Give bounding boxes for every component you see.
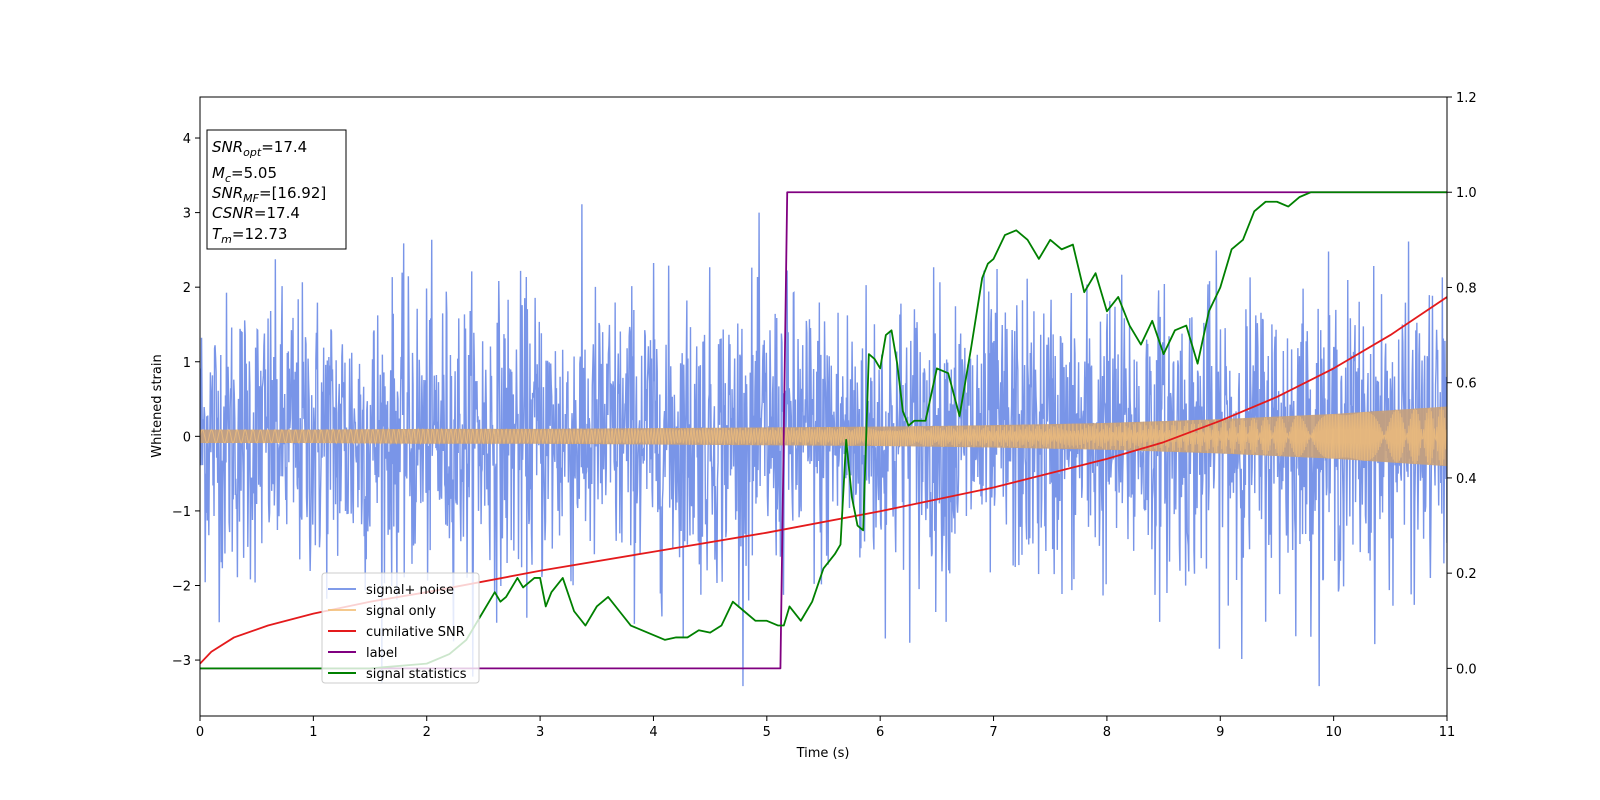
series-label-line	[200, 191, 1447, 670]
y-tick-label: 0	[183, 430, 191, 445]
info-box: SNRopt=17.4 Mc=5.05 SNRMF=[16.92] CSNR=1…	[206, 129, 347, 250]
info-snr-opt: SNRopt=17.4	[212, 138, 307, 159]
y2-tick-label: 0.0	[1456, 662, 1477, 677]
x-tick-label: 11	[1439, 725, 1456, 740]
y-tick-label: 2	[183, 281, 191, 296]
legend: signal+ noise signal only cumilative SNR la…	[321, 572, 480, 684]
y-tick-label: 4	[183, 132, 191, 147]
x-tick-label: 3	[536, 725, 544, 740]
y2-tick-label: 1.2	[1456, 91, 1477, 106]
series-signal-only-band	[200, 406, 1447, 467]
y-tick-label: 3	[183, 207, 191, 222]
x-tick-label: 8	[1103, 725, 1111, 740]
x-tick-label: 0	[196, 725, 204, 740]
x-tick-label: 9	[1216, 725, 1224, 740]
legend-label: signal+ noise	[366, 583, 454, 598]
x-tick-label: 2	[423, 725, 431, 740]
x-tick-label: 4	[649, 725, 657, 740]
info-snr-mf: SNRMF=[16.92]	[212, 184, 326, 205]
x-tick-label: 7	[989, 725, 997, 740]
series-signal-only-line	[200, 406, 1447, 466]
y-tick-label: −3	[172, 654, 191, 669]
y2-tick-label: 0.6	[1456, 377, 1477, 392]
y2-tick-label: 0.4	[1456, 472, 1477, 487]
y2-tick-label: 0.2	[1456, 567, 1477, 582]
legend-item-signal-only: signal only	[328, 604, 436, 619]
info-mc: Mc=5.05	[212, 164, 277, 185]
y-axis-label: Whitened strain	[150, 354, 165, 457]
y2-tick-label: 0.8	[1456, 281, 1477, 296]
plot-frame	[199, 96, 1448, 717]
legend-label: cumilative SNR	[366, 625, 465, 640]
legend-label: signal only	[366, 604, 436, 619]
info-csnr: CSNR=17.4	[212, 204, 300, 222]
legend-item-label: label	[328, 646, 397, 661]
y-tick-label: −1	[172, 505, 191, 520]
legend-item-signal-statistics: signal statistics	[328, 667, 467, 682]
x-tick-label: 1	[309, 725, 317, 740]
info-tm: Tm=12.73	[212, 225, 287, 246]
x-tick-label: 10	[1325, 725, 1342, 740]
x-axis-label: Time (s)	[796, 746, 850, 761]
series-cumulative-snr-line	[200, 296, 1447, 665]
x-tick-label: 5	[763, 725, 771, 740]
y2-tick-label: 1.0	[1456, 186, 1477, 201]
legend-item-signal-noise: signal+ noise	[328, 583, 454, 598]
y-tick-label: −2	[172, 579, 191, 594]
y-tick-label: 1	[183, 356, 191, 371]
legend-label: label	[366, 646, 397, 661]
legend-label: signal statistics	[366, 667, 467, 682]
x-tick-label: 6	[876, 725, 884, 740]
legend-item-cumulative-snr: cumilative SNR	[328, 625, 465, 640]
series-signal-statistics-line	[200, 191, 1447, 670]
